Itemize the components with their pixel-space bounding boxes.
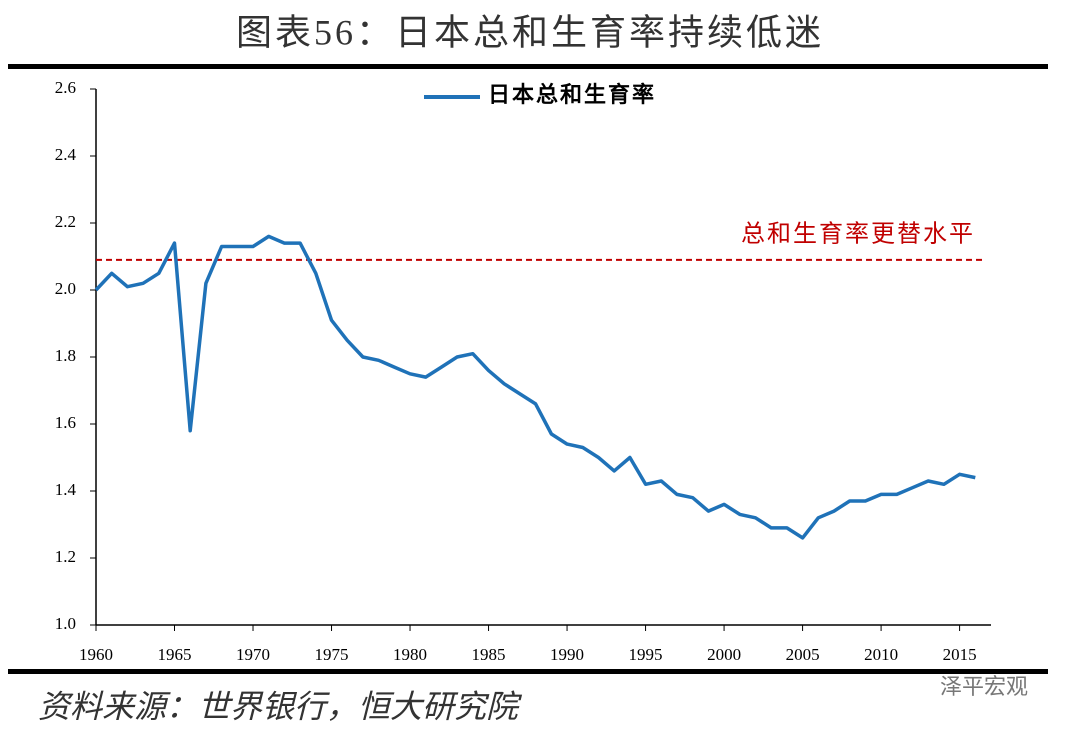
x-tick-label: 1960 (79, 645, 113, 664)
x-tick-label: 1975 (315, 645, 349, 664)
y-tick-label: 2.4 (55, 145, 77, 164)
x-tick-label: 1995 (629, 645, 663, 664)
y-tick-label: 2.6 (55, 78, 76, 97)
x-tick-label: 2010 (864, 645, 898, 664)
source-note: 资料来源：世界银行，恒大研究院 (38, 688, 523, 724)
top-rule (8, 64, 1048, 69)
x-tick-label: 1980 (393, 645, 427, 664)
y-tick-label: 1.6 (55, 413, 76, 432)
chart-title: 图表56：日本总和生育率持续低迷 (236, 12, 824, 52)
x-tick-label: 1990 (550, 645, 584, 664)
y-tick-label: 2.2 (55, 212, 76, 231)
data-line (94, 234, 976, 540)
watermark: 泽平宏观 (940, 675, 1028, 700)
y-tick-label: 2.0 (55, 279, 76, 298)
reference-label: 总和生育率更替水平 (741, 220, 975, 247)
bottom-rule (8, 669, 1048, 674)
x-tick-label: 2000 (707, 645, 741, 664)
y-tick-label: 1.4 (55, 480, 77, 499)
x-tick-label: 2005 (786, 645, 820, 664)
x-tick-label: 1985 (472, 645, 506, 664)
legend-label: 日本总和生育率 (488, 82, 656, 107)
x-tick-label: 1970 (236, 645, 270, 664)
y-tick-label: 1.2 (55, 547, 76, 566)
x-tick-label: 2015 (943, 645, 977, 664)
x-tick-label: 1965 (158, 645, 192, 664)
y-tick-label: 1.0 (55, 614, 76, 633)
y-tick-label: 1.8 (55, 346, 76, 365)
